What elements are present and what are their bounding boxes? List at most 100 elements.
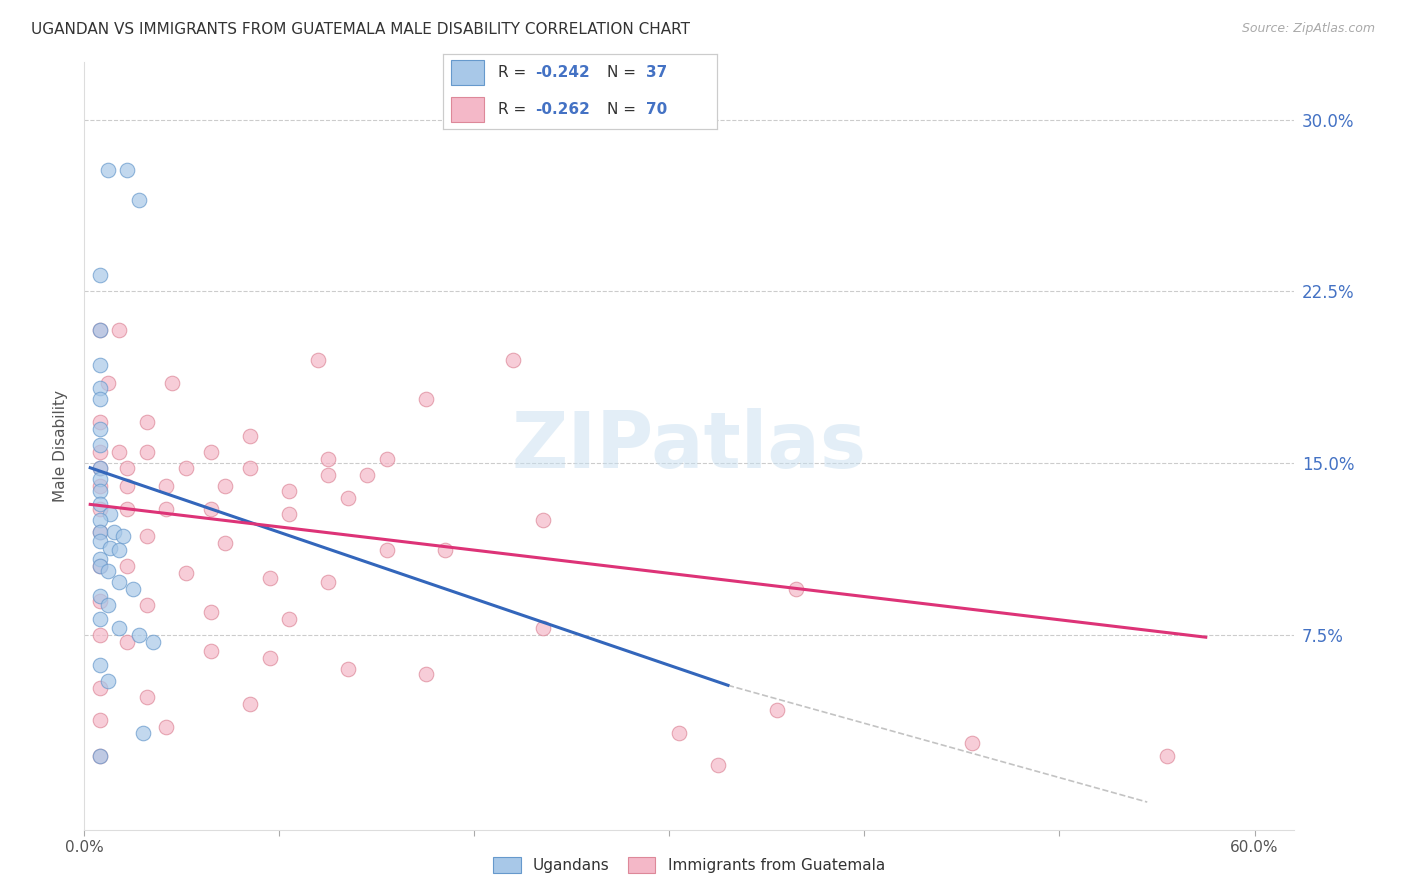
Point: [316, 467, 339, 482]
Point: [259, 650, 281, 665]
Point: [89, 681, 111, 695]
Point: [89, 513, 111, 527]
Point: [89, 460, 111, 475]
Point: [765, 704, 787, 718]
Point: [707, 758, 730, 772]
Point: [89, 628, 111, 642]
Point: [135, 415, 157, 429]
Point: [214, 479, 236, 493]
Point: [375, 451, 398, 466]
Point: [316, 451, 339, 466]
Point: [259, 571, 281, 585]
Text: N =: N =: [607, 65, 641, 80]
Point: [97, 376, 120, 390]
Text: UGANDAN VS IMMIGRANTS FROM GUATEMALA MALE DISABILITY CORRELATION CHART: UGANDAN VS IMMIGRANTS FROM GUATEMALA MAL…: [31, 22, 690, 37]
Point: [375, 543, 398, 558]
Point: [135, 444, 157, 458]
Point: [108, 621, 131, 635]
Point: [97, 564, 120, 578]
Point: [103, 524, 125, 539]
Point: [415, 392, 437, 406]
Point: [278, 507, 301, 521]
Point: [98, 541, 121, 555]
Point: [112, 529, 135, 543]
Point: [117, 634, 139, 648]
Point: [214, 536, 236, 550]
Point: [117, 559, 139, 574]
Point: [316, 575, 339, 590]
Point: [155, 479, 177, 493]
Point: [200, 444, 222, 458]
Point: [89, 749, 111, 764]
Point: [278, 612, 301, 626]
Point: [142, 634, 165, 648]
Point: [1156, 749, 1178, 764]
Point: [89, 559, 111, 574]
Point: [98, 507, 121, 521]
Point: [278, 483, 301, 498]
Point: [89, 502, 111, 516]
Point: [155, 719, 177, 733]
Point: [89, 524, 111, 539]
Point: [200, 605, 222, 619]
Point: [97, 598, 120, 612]
Point: [89, 589, 111, 603]
Point: [89, 552, 111, 566]
Point: [200, 502, 222, 516]
Point: [132, 726, 155, 740]
Point: [668, 726, 690, 740]
Point: [89, 749, 111, 764]
Text: R =: R =: [498, 102, 531, 117]
Point: [434, 543, 457, 558]
Point: [108, 543, 131, 558]
Bar: [451, 96, 484, 122]
Text: -0.242: -0.242: [534, 65, 589, 80]
Point: [135, 598, 157, 612]
Text: Source: ZipAtlas.com: Source: ZipAtlas.com: [1241, 22, 1375, 36]
Point: [160, 376, 183, 390]
Text: 37: 37: [645, 65, 666, 80]
Text: -0.262: -0.262: [534, 102, 589, 117]
Point: [89, 559, 111, 574]
Text: R =: R =: [498, 65, 531, 80]
Point: [89, 593, 111, 607]
Point: [89, 483, 111, 498]
Point: [502, 353, 524, 368]
Point: [97, 673, 120, 688]
Point: [89, 460, 111, 475]
Text: 70: 70: [645, 102, 666, 117]
Point: [155, 502, 177, 516]
Point: [89, 415, 111, 429]
Point: [89, 438, 111, 452]
Point: [117, 163, 139, 178]
Bar: [451, 61, 484, 86]
Point: [336, 491, 359, 505]
Point: [415, 666, 437, 681]
Point: [89, 444, 111, 458]
Point: [128, 193, 150, 207]
Point: [239, 460, 262, 475]
Point: [89, 497, 111, 511]
Point: [785, 582, 807, 596]
Point: [89, 479, 111, 493]
Point: [89, 657, 111, 672]
Point: [960, 735, 983, 749]
Point: [89, 713, 111, 727]
Point: [89, 392, 111, 406]
Point: [89, 323, 111, 337]
Point: [117, 479, 139, 493]
Point: [135, 690, 157, 704]
Point: [239, 697, 262, 711]
Point: [89, 358, 111, 372]
Point: [108, 323, 131, 337]
Point: [122, 582, 145, 596]
Point: [89, 524, 111, 539]
Point: [117, 502, 139, 516]
Point: [89, 323, 111, 337]
Point: [531, 513, 554, 527]
Point: [89, 381, 111, 395]
Point: [89, 612, 111, 626]
Text: ZIPatlas: ZIPatlas: [512, 408, 866, 484]
Y-axis label: Male Disability: Male Disability: [53, 390, 69, 502]
Point: [89, 534, 111, 549]
